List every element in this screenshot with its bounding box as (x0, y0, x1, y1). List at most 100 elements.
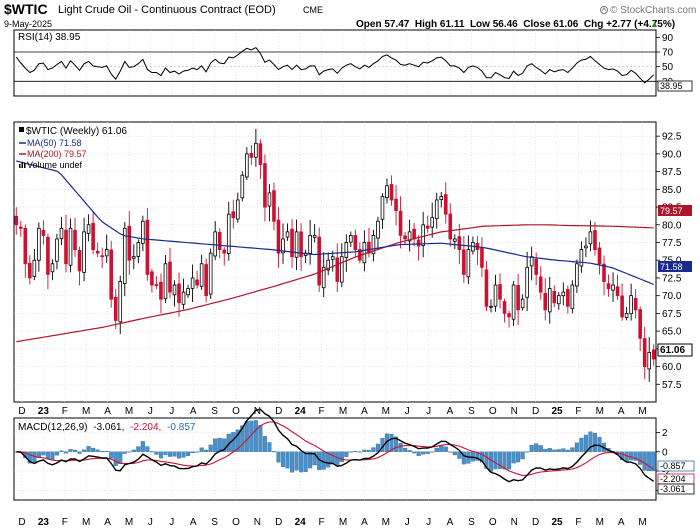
candle-body (68, 227, 73, 266)
candle (14, 207, 19, 235)
candle-body (163, 263, 168, 300)
macd-hist-bar (457, 451, 462, 459)
candle (439, 192, 444, 208)
candle (376, 216, 380, 251)
price-tick-label: 57.5 (662, 380, 682, 391)
macd-hist-bar (421, 451, 426, 455)
macd-hist-bar (592, 433, 598, 452)
macd-hist-bar (538, 445, 543, 452)
volume-legend: Volume undef (27, 160, 83, 170)
candle (50, 259, 55, 281)
candle (73, 217, 77, 257)
macd-hist-bar (638, 451, 643, 465)
candle-body (493, 284, 498, 307)
sc-logo-icon (600, 6, 608, 14)
macd-hist-bar (145, 446, 150, 452)
candle (145, 207, 150, 281)
x-axis-label: D (275, 406, 282, 417)
candle (597, 241, 602, 275)
macd-hist-bar (86, 446, 91, 452)
candle (249, 144, 254, 166)
candle (579, 241, 584, 273)
candle (154, 276, 159, 290)
price-frame (13, 121, 657, 403)
macd-signal-label: -2.204 (660, 474, 686, 484)
candle-body (18, 226, 23, 229)
x-axis-label: J (405, 406, 410, 417)
candle (416, 235, 421, 261)
price-tick-label: 72.5 (662, 273, 682, 284)
price-tick-label: 92.5 (662, 132, 682, 143)
ma50-line (16, 160, 654, 286)
candle (638, 306, 642, 352)
candle (611, 272, 615, 302)
ma50-legend: MA(50) 71.58 (27, 138, 82, 148)
candle-body (267, 192, 272, 207)
candle (136, 239, 141, 264)
macd-signal-line (16, 421, 655, 476)
candle-body (511, 284, 516, 320)
candle (77, 246, 82, 286)
macd-hist-bar (565, 449, 570, 452)
candle-body (168, 261, 172, 293)
macd-line (16, 408, 655, 483)
candle (55, 233, 59, 270)
x-axis-label: S (468, 406, 475, 417)
macd-hist-bar (326, 451, 331, 468)
macd-hist-bar (163, 451, 168, 455)
candle-body (489, 305, 493, 308)
candle-body (376, 220, 380, 239)
macd-hist-bar (547, 448, 552, 452)
candle-body (629, 295, 633, 315)
candle (267, 184, 272, 222)
x-axis-label: M (638, 517, 646, 528)
x-axis-label: O (232, 406, 240, 417)
macd-hist-bar (344, 451, 349, 457)
candle-body (213, 231, 217, 257)
candle (349, 231, 353, 248)
candle (335, 243, 340, 292)
candle-body (538, 276, 543, 293)
macd-hist-bar (127, 451, 132, 453)
candle-body (534, 259, 538, 275)
candle-body (23, 227, 28, 265)
x-axis-label: D (532, 406, 539, 417)
candle-body (141, 220, 145, 244)
x-axis-label: A (104, 517, 111, 528)
macd-hist-bar (520, 451, 525, 460)
price-tick-label: 65.0 (662, 327, 682, 338)
macd-hist-bar (579, 437, 584, 452)
instrument-name: Light Crude Oil - Continuous Contract (E… (58, 4, 276, 16)
candle-body (421, 224, 425, 246)
candle (28, 255, 32, 285)
candle-body (439, 196, 444, 200)
macd-hist-bar (312, 451, 317, 466)
candle (132, 244, 136, 270)
ohlc-summary: Open 57.47 High 61.11 Low 56.46 Close 61… (356, 19, 675, 30)
candle (226, 201, 231, 261)
macd-legend-hist: -0.857 (167, 422, 196, 433)
candle-body (113, 296, 118, 321)
candle-body (367, 241, 371, 254)
x-axis-label: A (618, 406, 625, 417)
candle-body (462, 249, 466, 275)
candle-body (204, 264, 208, 297)
macd-hist-bar (642, 451, 647, 471)
candle-body (403, 235, 407, 240)
candle (443, 182, 448, 224)
candle (235, 192, 240, 223)
candle (448, 203, 453, 247)
candle (575, 259, 579, 294)
price-last-box (657, 343, 693, 357)
candle-body (398, 210, 403, 236)
chart-date: 9-May-2025 (4, 19, 52, 29)
candle (330, 250, 335, 272)
macd-hist-bar (511, 451, 516, 464)
macd-hist-bar (443, 446, 448, 452)
macd-hist-bar (321, 451, 326, 470)
candle-body (254, 142, 258, 158)
candle-body (159, 281, 163, 300)
candle (647, 337, 652, 382)
candle-body (50, 263, 55, 273)
x-axis-label: M (82, 406, 90, 417)
